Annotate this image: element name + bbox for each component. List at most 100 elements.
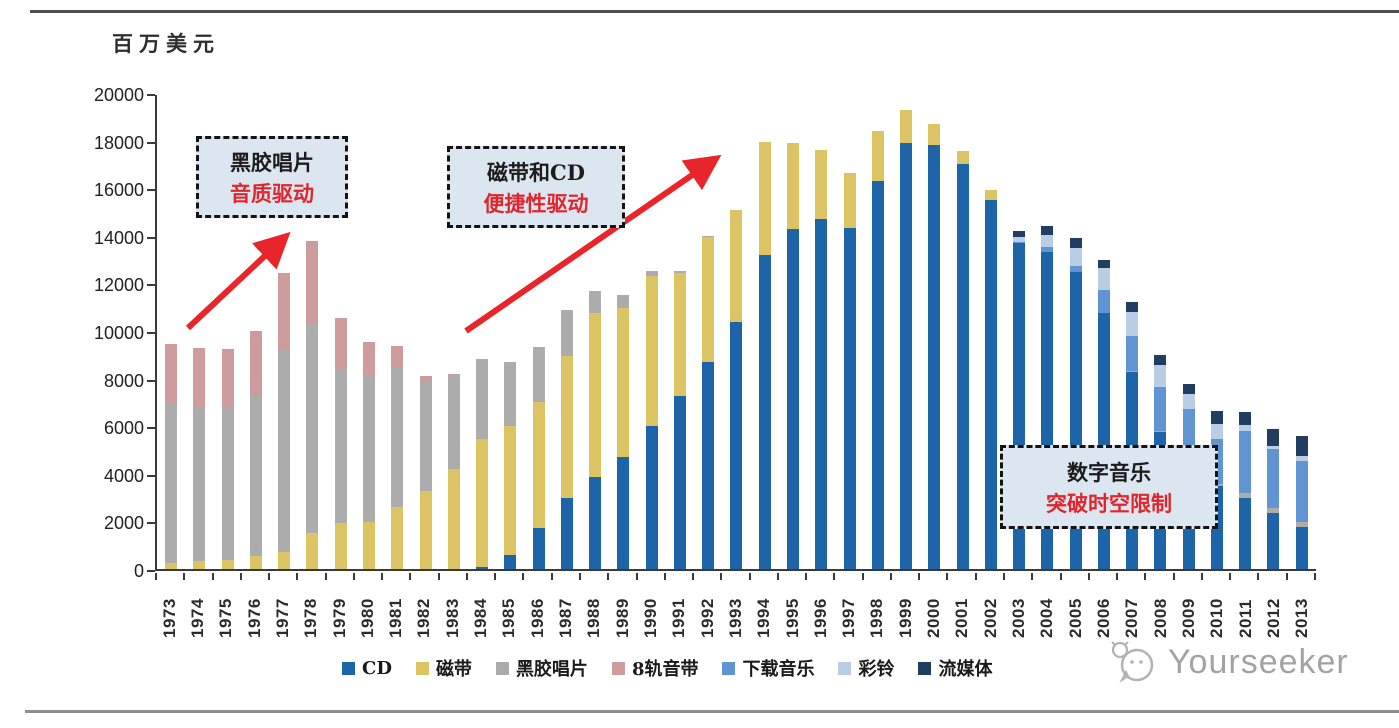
segment-黑胶唱片-1986 — [532, 346, 545, 402]
bar-1977 — [278, 273, 291, 569]
bar-2011 — [1239, 411, 1252, 569]
x-tick-1984 — [465, 573, 494, 580]
segment-下载音乐-2005 — [1069, 266, 1082, 272]
bar-slot-1978 — [298, 95, 326, 569]
segment-磁带-2002 — [984, 189, 997, 200]
segment-8轨音带-1981 — [391, 345, 404, 367]
y-tick-mark-18000 — [147, 141, 155, 144]
y-tick-label-4000: 4000 — [103, 465, 144, 486]
x-label-2002: 2002 — [980, 598, 1000, 638]
bar-1982 — [419, 376, 432, 569]
segment-流媒体-2003 — [1013, 231, 1026, 237]
bar-slot-2001 — [948, 95, 976, 569]
segment-CD-2006 — [1097, 313, 1110, 569]
legend-label-流媒体: 流媒体 — [938, 659, 993, 680]
x-label-1989: 1989 — [612, 598, 632, 638]
segment-黑胶唱片-2012 — [1267, 507, 1280, 513]
segment-黑胶唱片-1975 — [221, 407, 234, 560]
bar-1998 — [871, 131, 884, 569]
x-label-1991: 1991 — [669, 598, 689, 638]
segment-CD-2002 — [984, 199, 997, 569]
x-label-1975: 1975 — [216, 598, 236, 638]
segment-彩铃-2013 — [1295, 456, 1308, 462]
legend-label-下载音乐: 下载音乐 — [742, 659, 815, 680]
bar-slot-2013 — [1288, 95, 1316, 569]
bar-1980 — [362, 341, 375, 569]
x-label-1973: 1973 — [159, 598, 179, 638]
segment-磁带-1977 — [278, 551, 291, 569]
segment-磁带-1974 — [193, 560, 206, 569]
bar-slot-1981 — [383, 95, 411, 569]
legend: CD 磁带 黑胶唱片 8轨音带 下载音乐 彩铃 流媒体 — [342, 655, 992, 681]
bar-1983 — [447, 374, 460, 569]
segment-CD-1991 — [673, 395, 686, 569]
segment-磁带-1994 — [758, 141, 771, 255]
bar-1978 — [306, 241, 319, 569]
segment-流媒体-2010 — [1210, 411, 1223, 425]
bar-slot-1992 — [694, 95, 722, 569]
legend-label-黑胶唱片: 黑胶唱片 — [515, 659, 588, 680]
plot-area — [155, 95, 1316, 571]
bar-slot-2012 — [1259, 95, 1287, 569]
x-label-2009: 2009 — [1178, 598, 1198, 638]
x-tick-1977 — [268, 573, 296, 580]
x-label-2012: 2012 — [1263, 598, 1283, 638]
bar-1991 — [673, 271, 686, 569]
segment-流媒体-2013 — [1295, 436, 1308, 457]
segment-黑胶唱片-2007 — [1126, 370, 1139, 372]
segment-流媒体-2005 — [1069, 237, 1082, 248]
bar-1995 — [786, 143, 799, 569]
y-axis-unit-label: 百万美元 — [112, 31, 220, 56]
x-label-2010: 2010 — [1207, 598, 1227, 638]
bar-2002 — [984, 189, 997, 569]
segment-黑胶唱片-1982 — [419, 381, 432, 492]
x-tick-1992 — [692, 573, 720, 580]
segment-彩铃-2011 — [1239, 425, 1252, 431]
bars-container — [157, 95, 1316, 569]
x-label-2008: 2008 — [1150, 598, 1170, 638]
x-label-1996: 1996 — [810, 598, 830, 638]
x-label-2011: 2011 — [1235, 599, 1255, 638]
legend-swatch-流媒体 — [918, 661, 932, 675]
bar-1999 — [900, 109, 913, 569]
x-tick-1994 — [748, 573, 777, 580]
x-tick-1979 — [324, 573, 353, 580]
wechat-logo-icon — [1111, 641, 1154, 683]
segment-磁带-1981 — [391, 506, 404, 569]
legend-swatch-彩铃 — [838, 661, 852, 675]
segment-黑胶唱片-1976 — [249, 396, 262, 556]
segment-磁带-1988 — [589, 313, 602, 478]
segment-下载音乐-2004 — [1041, 246, 1054, 253]
x-label-2000: 2000 — [924, 598, 944, 638]
segment-CD-1985 — [504, 554, 517, 569]
y-tick-label-18000: 18000 — [93, 132, 144, 153]
segment-磁带-1975 — [221, 559, 234, 569]
segment-黑胶唱片-1980 — [362, 375, 375, 522]
segment-黑胶唱片-2011 — [1239, 492, 1252, 498]
x-tick-1990 — [635, 573, 664, 580]
segment-8轨音带-1980 — [362, 341, 375, 376]
segment-黑胶唱片-1984 — [476, 358, 489, 440]
segment-磁带-1999 — [900, 109, 913, 143]
legend-item-下载音乐: 下载音乐 — [722, 655, 814, 681]
x-label-1993: 1993 — [725, 598, 745, 638]
segment-磁带-1993 — [730, 210, 743, 323]
bar-1981 — [391, 345, 404, 569]
y-tick-mark-10000 — [147, 332, 155, 334]
bar-1979 — [334, 318, 347, 569]
y-tick-label-10000: 10000 — [93, 323, 144, 343]
y-tick-mark-8000 — [147, 379, 155, 382]
segment-流媒体-2007 — [1126, 301, 1139, 312]
segment-CD-1986 — [532, 527, 545, 569]
x-axis-labels: 1973 1974 1975 1976 1977 1978 1979 1980 1981 1982… — [155, 582, 1316, 638]
segment-黑胶唱片-1983 — [447, 375, 460, 470]
segment-CD-2011 — [1239, 497, 1252, 569]
x-tick-1973 — [155, 573, 183, 580]
x-label-1987: 1987 — [556, 598, 576, 638]
x-label-1982: 1982 — [414, 598, 434, 638]
segment-黑胶唱片-1973 — [165, 404, 178, 563]
segment-流媒体-2006 — [1097, 260, 1110, 269]
segment-磁带-1982 — [419, 491, 432, 569]
bar-1990 — [645, 271, 658, 569]
